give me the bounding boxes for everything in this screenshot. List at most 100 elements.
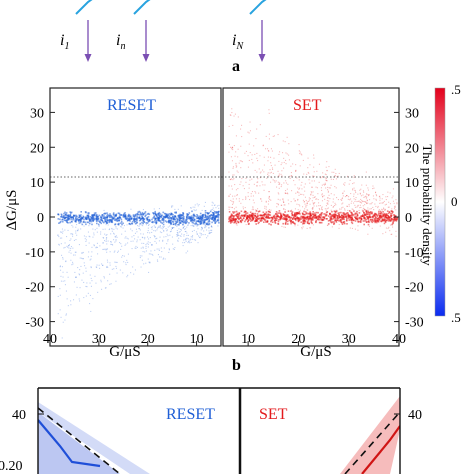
scatter-point bbox=[138, 217, 141, 219]
scatter-point bbox=[263, 215, 265, 218]
scatter-point bbox=[318, 205, 320, 207]
scatter-point bbox=[288, 159, 290, 161]
scatter-point bbox=[123, 225, 125, 227]
scatter-point bbox=[346, 223, 348, 225]
scatter-point bbox=[206, 229, 208, 231]
scatter-point bbox=[361, 184, 363, 186]
scatter-point bbox=[354, 214, 356, 216]
scatter-point bbox=[325, 179, 327, 181]
scatter-point bbox=[120, 214, 122, 216]
scatter-point bbox=[75, 276, 77, 278]
scatter-point bbox=[321, 184, 323, 186]
scatter-point bbox=[394, 206, 396, 208]
scatter-point bbox=[184, 239, 186, 241]
scatter-point bbox=[182, 242, 184, 244]
scatter-point bbox=[284, 141, 286, 143]
scatter-point bbox=[311, 186, 313, 188]
scatter-point bbox=[86, 286, 88, 288]
scatter-point bbox=[158, 214, 160, 217]
scatter-point bbox=[127, 253, 129, 255]
scatter-point bbox=[118, 222, 120, 225]
scatter-point bbox=[233, 115, 235, 117]
scatter-point bbox=[211, 225, 213, 227]
scatter-point bbox=[320, 177, 322, 179]
scatter-point bbox=[324, 215, 327, 217]
scatter-point bbox=[353, 176, 355, 178]
scatter-point bbox=[190, 238, 192, 240]
scatter-point bbox=[217, 225, 219, 227]
scatter-point bbox=[374, 212, 377, 215]
y-axis-label: ΔG/μS bbox=[4, 189, 20, 230]
scatter-point bbox=[272, 135, 274, 137]
scatter-point bbox=[336, 219, 339, 221]
scatter-point bbox=[262, 169, 264, 171]
scatter-point bbox=[367, 212, 369, 214]
scatter-point bbox=[171, 205, 173, 207]
scatter-point bbox=[260, 198, 262, 200]
scatter-point bbox=[256, 171, 258, 173]
scatter-point bbox=[262, 144, 264, 146]
scatter-point bbox=[122, 216, 125, 218]
scatter-point bbox=[124, 215, 127, 218]
scatter-point bbox=[270, 199, 272, 201]
scatter-point bbox=[74, 254, 76, 256]
scatter-point bbox=[310, 219, 312, 221]
scatter-point bbox=[134, 238, 136, 240]
scatter-point bbox=[209, 232, 211, 234]
scatter-point bbox=[228, 206, 230, 208]
scatter-point bbox=[255, 219, 257, 221]
scatter-point bbox=[275, 211, 278, 213]
scatter-point bbox=[237, 215, 240, 217]
scatter-point bbox=[248, 219, 250, 221]
scatter-point bbox=[230, 215, 232, 217]
scatter-point bbox=[332, 178, 334, 180]
scatter-point bbox=[256, 213, 259, 215]
scatter-point bbox=[217, 216, 220, 218]
scatter-point bbox=[151, 228, 153, 230]
scatter-point bbox=[277, 220, 280, 223]
scatter-point bbox=[217, 218, 220, 220]
scatter-point bbox=[64, 319, 66, 321]
scatter-point bbox=[259, 155, 261, 157]
scatter-point bbox=[348, 183, 350, 185]
scatter-point bbox=[115, 235, 117, 237]
scatter-point bbox=[78, 216, 81, 219]
scatter-point bbox=[168, 251, 170, 253]
scatter-point bbox=[121, 245, 123, 247]
scatter-point bbox=[388, 216, 390, 218]
scatter-point bbox=[279, 183, 281, 185]
scatter-point bbox=[365, 212, 368, 214]
scatter-point bbox=[371, 202, 373, 204]
scatter-point bbox=[337, 175, 339, 177]
scatter-point bbox=[83, 216, 85, 218]
scatter-point bbox=[336, 197, 338, 199]
scatter-point bbox=[207, 216, 209, 218]
scatter-point bbox=[344, 209, 346, 211]
scatter-point bbox=[87, 212, 89, 214]
scatter-point bbox=[263, 164, 265, 166]
scatter-point bbox=[387, 196, 389, 198]
scatter-point bbox=[338, 214, 340, 216]
scatter-point bbox=[172, 248, 174, 250]
scatter-point bbox=[188, 241, 190, 243]
scatter-point bbox=[359, 193, 361, 195]
scatter-point bbox=[170, 229, 172, 231]
scatter-point bbox=[234, 155, 236, 157]
scatter-point bbox=[285, 159, 287, 161]
scatter-point bbox=[265, 135, 267, 137]
scatter-point bbox=[205, 226, 207, 228]
scatter-point bbox=[335, 178, 337, 180]
scatter-point bbox=[364, 214, 367, 216]
scatter-point bbox=[321, 219, 323, 222]
scatter-point bbox=[70, 211, 73, 214]
scatter-point bbox=[295, 219, 297, 222]
scatter-point bbox=[94, 229, 96, 231]
scatter-point bbox=[95, 216, 98, 218]
scatter-point bbox=[294, 213, 296, 215]
scatter-point bbox=[346, 195, 348, 197]
scatter-point bbox=[270, 209, 272, 211]
scatter-point bbox=[390, 219, 393, 222]
scatter-point bbox=[163, 230, 165, 232]
